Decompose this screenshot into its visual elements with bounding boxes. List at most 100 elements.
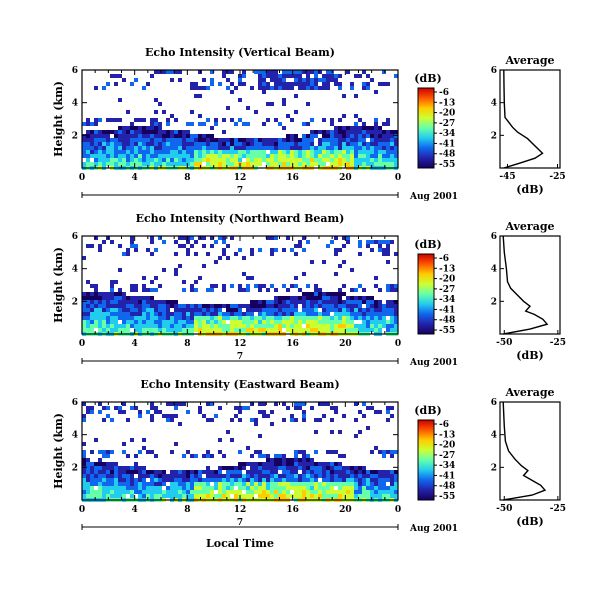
profile-y-tick-label: 6	[491, 232, 497, 242]
date-month-label: Aug 2001	[409, 524, 458, 534]
x-tick-label: 0	[79, 339, 85, 349]
panel-1: Echo Intensity (Northward Beam)0 4 8 12 16 20…	[52, 212, 566, 368]
colorbar-label: -20	[439, 109, 455, 119]
x-tick-label: 8	[184, 505, 190, 515]
x-tick-label: 20	[339, 505, 352, 515]
heatmap-cells	[82, 402, 398, 502]
date-day-label: 7	[237, 518, 243, 528]
x-tick-label: 16	[286, 339, 299, 349]
colorbar-label: -20	[439, 441, 455, 451]
profile-x-tick-label: -25	[549, 172, 565, 182]
x-tick-label: 4	[132, 173, 138, 183]
profile-line	[503, 69, 544, 169]
chart-title: Echo Intensity (Eastward Beam)	[140, 378, 339, 391]
colorbar-label: -20	[439, 275, 455, 285]
y-axis-label: Height (km)	[52, 81, 65, 157]
colorbar-label: -34	[439, 461, 455, 471]
profile-x-label: (dB)	[516, 183, 543, 196]
x-tick-label: 4	[132, 339, 138, 349]
panel-0: Echo Intensity (Vertical Beam) 0 4 8 12 16 20 0…	[52, 46, 566, 202]
y-axis-label: Height (km)	[52, 247, 65, 323]
y-tick-label: 2	[72, 463, 78, 473]
profile-y-tick-label: 2	[491, 297, 497, 307]
profile-title: Average	[504, 54, 554, 67]
profile-y-tick-label: 2	[491, 131, 497, 141]
x-tick-label: 12	[234, 173, 247, 183]
y-tick-label: 2	[72, 297, 78, 307]
profile-y-tick-label: 4	[491, 431, 497, 441]
colorbar-unit: (dB)	[414, 72, 441, 85]
profile-x-tick-label: -25	[550, 504, 566, 514]
heatmap-cells	[82, 70, 398, 170]
colorbar-label: -27	[439, 285, 455, 295]
y-tick-label: 6	[72, 66, 78, 76]
y-tick-label: 6	[72, 398, 78, 408]
profile-y-tick-label: 6	[491, 66, 497, 76]
x-tick-label: 12	[234, 505, 247, 515]
profile-frame	[499, 69, 561, 169]
date-day-label: 7	[237, 186, 243, 196]
colorbar-label: -6	[439, 88, 449, 98]
x-tick-label: 0	[395, 173, 401, 183]
y-tick-label: 4	[72, 265, 78, 275]
profile-y-tick-label: 4	[491, 265, 497, 275]
colorbar-unit: (dB)	[414, 238, 441, 251]
colorbar-label: -55	[439, 326, 455, 336]
colorbar-label: -48	[439, 316, 455, 326]
profile-x-tick-label: -50	[496, 504, 512, 514]
profile-y-tick-label: 4	[491, 99, 497, 109]
x-tick-label: 16	[286, 173, 299, 183]
colorbar-label: -41	[439, 471, 455, 481]
x-tick-label: 0	[79, 505, 85, 515]
colorbar-label: -6	[439, 254, 449, 264]
x-tick-label: 12	[234, 339, 247, 349]
x-axis-label: Local Time	[206, 537, 274, 550]
colorbar-label: -13	[439, 264, 455, 274]
x-tick-label: 8	[184, 173, 190, 183]
colorbar-label: -41	[439, 139, 455, 149]
colorbar-label: -34	[439, 295, 455, 305]
profile-frame	[499, 235, 561, 335]
profile-title: Average	[504, 220, 554, 233]
profile-x-tick-label: -25	[550, 338, 566, 348]
x-tick-label: 16	[286, 505, 299, 515]
y-tick-label: 2	[72, 131, 78, 141]
profile-x-tick-label: -45	[499, 172, 515, 182]
colorbar-label: -34	[439, 129, 455, 139]
colorbar-label: -55	[439, 492, 455, 502]
profile-frame	[499, 401, 561, 501]
profile-x-label: (dB)	[516, 515, 543, 528]
heatmap-cells	[82, 236, 398, 336]
colorbar-label: -13	[439, 98, 455, 108]
y-axis-label: Height (km)	[52, 413, 65, 489]
profile-line	[502, 235, 549, 335]
x-tick-label: 0	[395, 505, 401, 515]
profile-title: Average	[504, 386, 554, 399]
colorbar-label: -41	[439, 305, 455, 315]
date-day-label: 7	[237, 352, 243, 362]
date-month-label: Aug 2001	[409, 358, 458, 368]
profile-y-tick-label: 6	[491, 398, 497, 408]
date-month-label: Aug 2001	[409, 192, 458, 202]
colorbar	[417, 419, 435, 501]
profile-x-label: (dB)	[516, 349, 543, 362]
chart-title: Echo Intensity (Vertical Beam)	[145, 46, 335, 59]
colorbar-label: -27	[439, 119, 455, 129]
x-tick-label: 20	[339, 339, 352, 349]
colorbar-label: -55	[439, 160, 455, 170]
colorbar-label: -48	[439, 150, 455, 160]
x-tick-label: 0	[395, 339, 401, 349]
x-tick-label: 20	[339, 173, 352, 183]
panel-2: Echo Intensity (Eastward Beam) 0 4 8 12 16 20 0…	[52, 378, 566, 550]
profile-x-tick-label: -50	[496, 338, 512, 348]
colorbar-label: -13	[439, 430, 455, 440]
profile-y-tick-label: 2	[491, 463, 497, 473]
colorbar	[417, 253, 435, 335]
y-tick-label: 4	[72, 431, 78, 441]
colorbar-label: -48	[439, 482, 455, 492]
colorbar-label: -27	[439, 451, 455, 461]
profile-line	[502, 401, 547, 501]
colorbar	[417, 87, 435, 169]
colorbar-unit: (dB)	[414, 404, 441, 417]
